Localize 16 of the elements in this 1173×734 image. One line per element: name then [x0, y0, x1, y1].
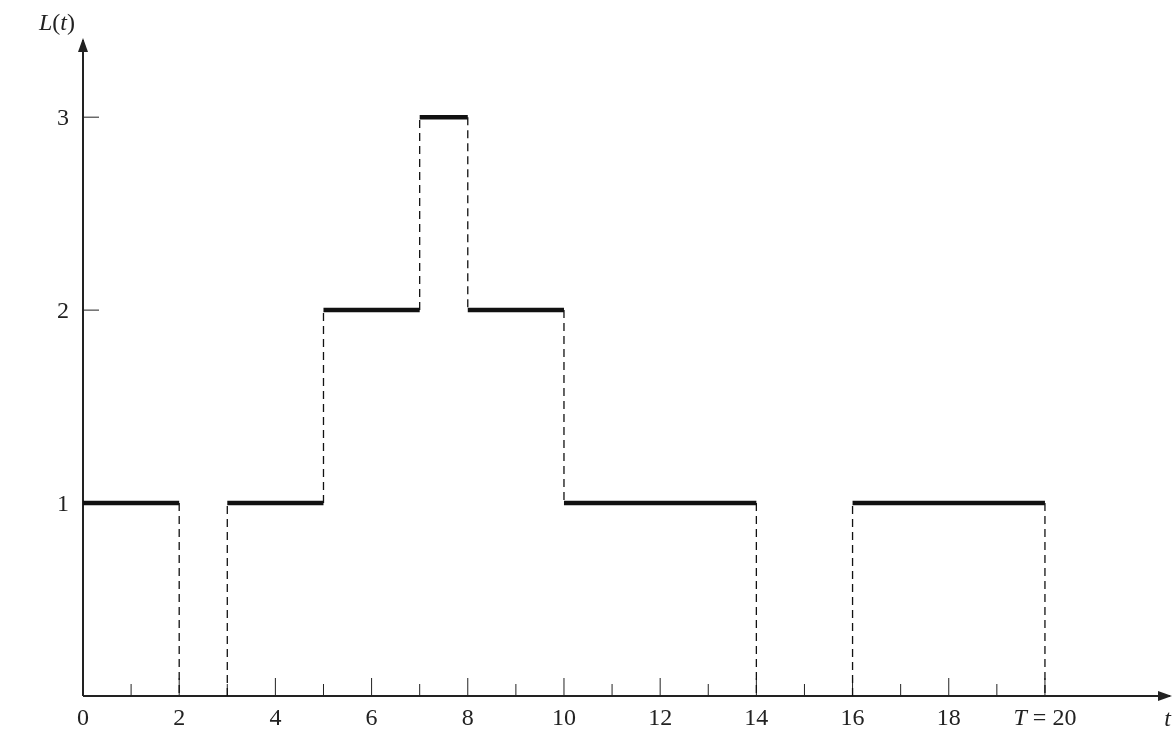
x-tick-label: T = 20: [1013, 704, 1077, 730]
x-tick-label: 8: [461, 704, 474, 730]
x-axis-title: t: [1164, 705, 1173, 731]
x-tick-label: 18: [936, 704, 961, 730]
y-tick-label: 1: [57, 490, 69, 517]
x-tick-label: 0: [77, 704, 89, 730]
y-tick-label: 3: [57, 104, 69, 131]
x-tick-label: 4: [269, 704, 282, 730]
x-tick-label: 14: [744, 704, 769, 730]
x-tick-label: 10: [551, 704, 576, 730]
y-axis-title: L(t): [37, 9, 75, 35]
x-tick-label: 2: [173, 704, 186, 730]
x-tick-label: 12: [648, 704, 673, 730]
y-tick-label: 2: [57, 297, 69, 324]
x-tick-label: 6: [365, 704, 378, 730]
x-tick-label: 16: [840, 704, 865, 730]
